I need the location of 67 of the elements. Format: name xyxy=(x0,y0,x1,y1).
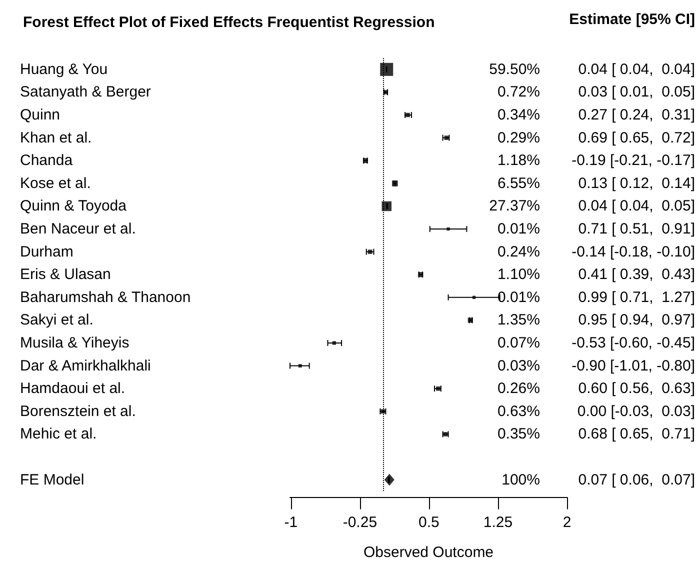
y2-tick-label: 0.29% xyxy=(497,129,540,146)
point xyxy=(298,364,302,368)
y2-tick-label: 0.63% xyxy=(497,402,540,420)
x-tick-label: 0.5 xyxy=(418,514,440,532)
y-tick-label: Satanyath & Berger xyxy=(20,84,151,101)
x-axis-title: Observed Outcome xyxy=(363,544,494,562)
y2-tick-label: 0.01% xyxy=(497,220,540,238)
text: 0.95 [ 0.94, 0.97] xyxy=(578,312,695,329)
text: 0.04 [ 0.04, 0.04] xyxy=(578,60,695,78)
y2-tick-label: 6.55% xyxy=(497,174,540,192)
y-tick-label: Dar & Amirkhalkhali xyxy=(20,357,151,374)
y-tick-label: Huang & You xyxy=(20,60,108,78)
point xyxy=(446,227,450,231)
text: 0.68 [ 0.65, 0.71] xyxy=(578,426,695,443)
text: -0.19 [-0.21, -0.17] xyxy=(572,152,695,170)
text: 0.27 [ 0.24, 0.31] xyxy=(578,106,695,124)
y2-tick-label: 27.37% xyxy=(489,198,540,215)
y2-tick-label: 0.07% xyxy=(497,334,540,352)
text: -0.53 [-0.60, -0.45] xyxy=(572,334,695,352)
text: 0.04 [ 0.04, 0.05] xyxy=(578,198,695,215)
y2-tick-label: 0.24% xyxy=(497,243,540,260)
y-tick-label: Khan et al. xyxy=(20,129,92,146)
y-tick-label: Mehic et al. xyxy=(20,426,97,443)
y-tick-label: Durham xyxy=(20,243,74,260)
y-tick-label: Ben Naceur et al. xyxy=(20,220,136,238)
text: 0.00 [-0.03, 0.03] xyxy=(577,402,695,420)
y2-tick-label: 59.50% xyxy=(489,60,540,78)
text: 0.41 [ 0.39, 0.43] xyxy=(578,266,695,284)
point xyxy=(436,386,440,391)
y-tick-label: Chanda xyxy=(20,152,74,170)
y2-tick-label: 0.72% xyxy=(497,84,540,101)
point xyxy=(332,341,336,345)
y2-tick-label: 0.34% xyxy=(497,106,540,124)
y-tick-label: Borensztein et al. xyxy=(20,402,136,420)
y-tick-label: Musila & Yiheyis xyxy=(20,334,130,352)
text: 0.60 [ 0.56, 0.63] xyxy=(578,380,695,398)
y-tick-label: Kose et al. xyxy=(20,174,91,192)
y2-tick-label: 1.35% xyxy=(497,312,540,329)
y2-tick-label: 0.01% xyxy=(497,288,540,306)
text: Estimate [95% CI] xyxy=(569,11,696,28)
text: 0.13 [ 0.12, 0.14] xyxy=(578,174,695,192)
y-tick-label: Eris & Ulasan xyxy=(20,266,111,284)
y2-tick-label: 1.10% xyxy=(497,266,540,284)
text: 0.07 [ 0.06, 0.07] xyxy=(578,471,695,488)
point xyxy=(384,474,394,486)
y2-tick-label: 1.18% xyxy=(497,152,540,170)
y-tick-label: Baharumshah & Thanoon xyxy=(20,288,191,306)
y-tick-label: Hamdaoui et al. xyxy=(20,380,126,398)
x-tick-label: 2 xyxy=(562,514,572,532)
y-tick-label: Sakyi et al. xyxy=(20,312,94,329)
text: 0.03 [ 0.01, 0.05] xyxy=(578,84,695,101)
chart-title: Forest Effect Plot of Fixed Effects Frequentist Regression xyxy=(23,14,435,31)
text: 0.99 [ 0.71, 1.27] xyxy=(578,288,695,306)
x-tick-label: -1 xyxy=(284,514,298,532)
x-tick-label: 1.25 xyxy=(483,514,513,532)
text: 0.69 [ 0.65, 0.72] xyxy=(578,129,695,146)
y-tick-label: FE Model xyxy=(20,471,84,488)
y-tick-label: Quinn xyxy=(20,106,60,124)
x-tick-label: -0.25 xyxy=(342,514,378,532)
y2-tick-label: 0.03% xyxy=(497,357,540,374)
text: -0.14 [-0.18, -0.10] xyxy=(572,243,695,260)
y2-tick-label: 100% xyxy=(502,471,540,488)
y-tick-label: Quinn & Toyoda xyxy=(20,198,128,215)
y2-tick-label: 0.26% xyxy=(497,380,540,398)
y2-tick-label: 0.35% xyxy=(497,426,540,443)
text: -0.90 [-1.01, -0.80] xyxy=(572,357,695,374)
text: 0.71 [ 0.51, 0.91] xyxy=(578,220,695,238)
